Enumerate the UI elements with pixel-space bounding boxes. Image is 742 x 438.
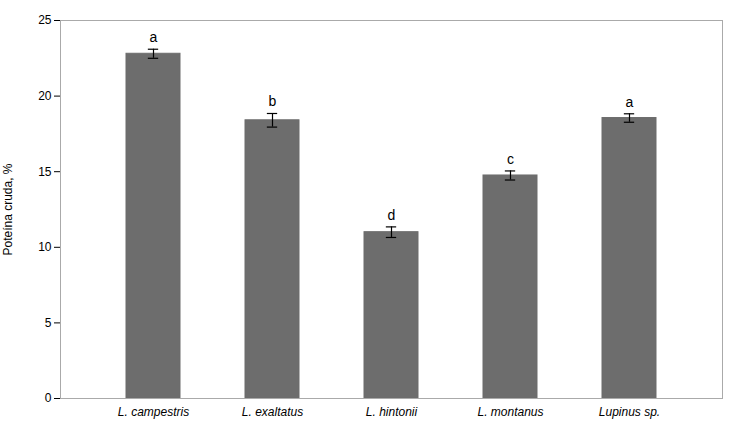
- svg-text:L. hintonii: L. hintonii: [366, 405, 418, 419]
- svg-text:b: b: [269, 93, 277, 109]
- svg-text:Poteína cruda, %: Poteína cruda, %: [1, 163, 15, 255]
- svg-text:20: 20: [38, 89, 52, 103]
- svg-text:a: a: [626, 94, 634, 110]
- svg-text:0: 0: [45, 391, 52, 405]
- svg-text:25: 25: [38, 13, 52, 27]
- svg-text:Lupinus sp.: Lupinus sp.: [599, 405, 660, 419]
- svg-text:c: c: [507, 151, 514, 167]
- svg-text:d: d: [388, 207, 396, 223]
- svg-text:L. exaltatus: L. exaltatus: [242, 405, 303, 419]
- svg-text:L. montanus: L. montanus: [477, 405, 543, 419]
- svg-text:a: a: [150, 29, 158, 45]
- svg-text:15: 15: [38, 165, 52, 179]
- svg-text:5: 5: [45, 316, 52, 330]
- svg-text:L. campestris: L. campestris: [118, 405, 189, 419]
- svg-text:10: 10: [38, 240, 52, 254]
